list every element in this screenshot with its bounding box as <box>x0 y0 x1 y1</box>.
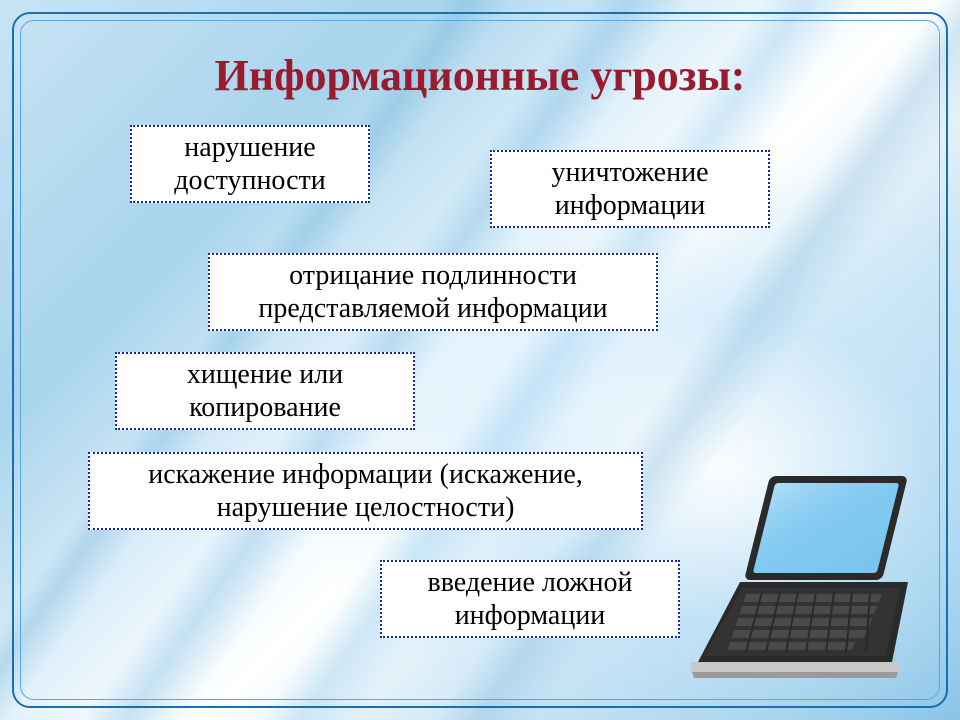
slide-title: Информационные угрозы: <box>0 50 960 101</box>
box-distortion: искажение информации (искажение, нарушен… <box>88 452 643 530</box>
box-authenticity: отрицание подлинности представляемой инф… <box>208 253 658 331</box>
box-destruction: уничтожение информации <box>490 150 770 228</box>
box-availability: нарушение доступности <box>130 125 370 203</box>
laptop-icon <box>680 470 930 680</box>
box-theft: хищение или копирование <box>115 352 415 430</box>
box-false-info: введение ложной информации <box>380 560 680 638</box>
slide: Информационные угрозы: нарушение доступн… <box>0 0 960 720</box>
